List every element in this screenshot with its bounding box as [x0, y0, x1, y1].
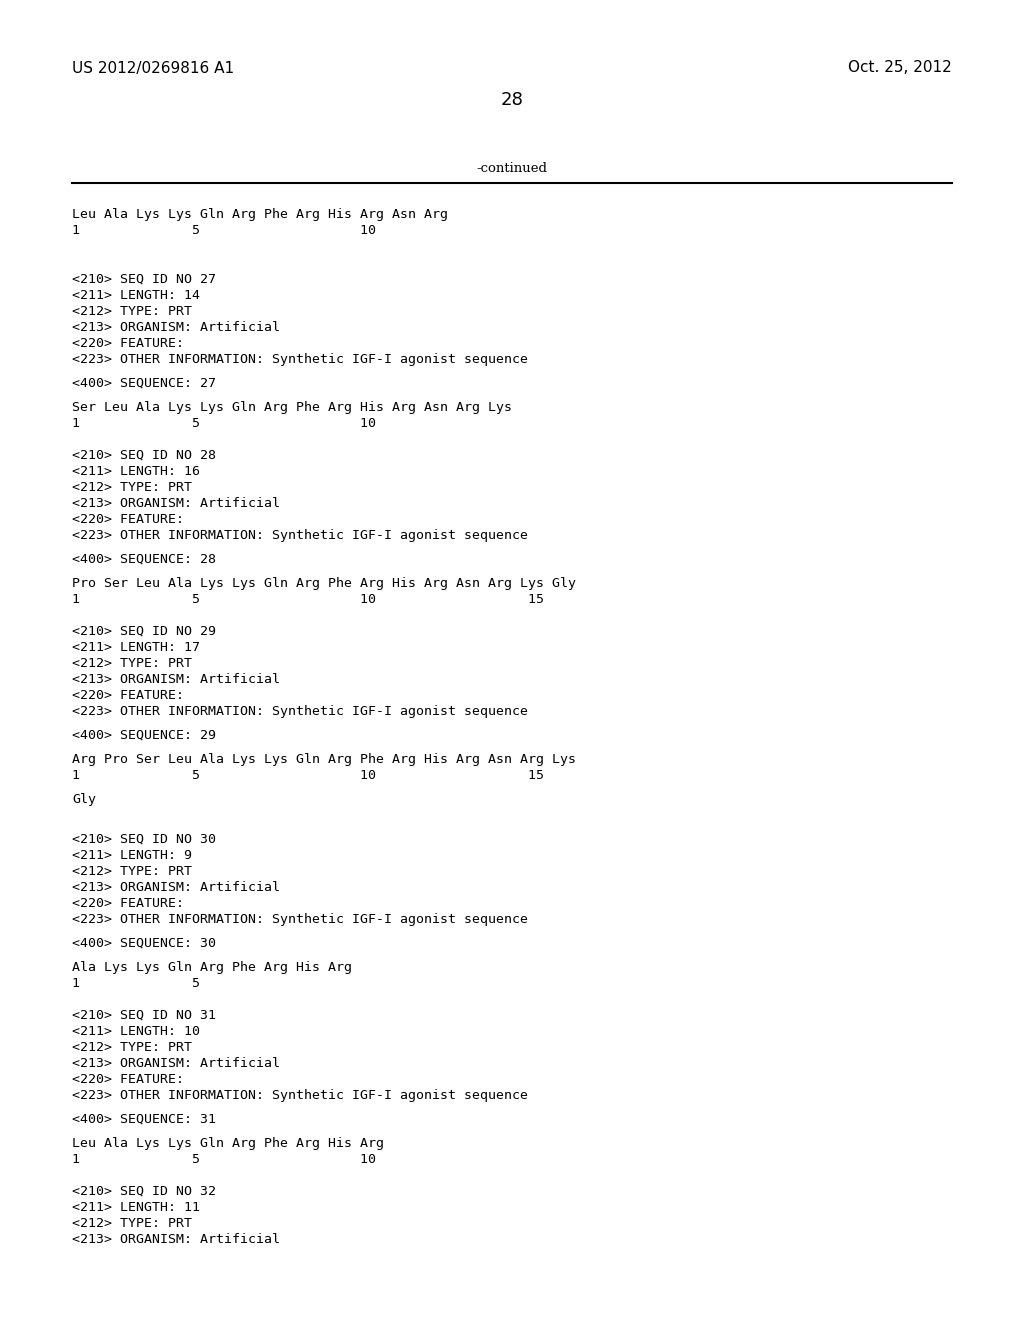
- Text: -continued: -continued: [476, 161, 548, 174]
- Text: <223> OTHER INFORMATION: Synthetic IGF-I agonist sequence: <223> OTHER INFORMATION: Synthetic IGF-I…: [72, 529, 528, 543]
- Text: <213> ORGANISM: Artificial: <213> ORGANISM: Artificial: [72, 321, 280, 334]
- Text: Gly: Gly: [72, 793, 96, 807]
- Text: 1              5                    10: 1 5 10: [72, 224, 376, 238]
- Text: <212> TYPE: PRT: <212> TYPE: PRT: [72, 305, 193, 318]
- Text: <400> SEQUENCE: 28: <400> SEQUENCE: 28: [72, 553, 216, 566]
- Text: Ala Lys Lys Gln Arg Phe Arg His Arg: Ala Lys Lys Gln Arg Phe Arg His Arg: [72, 961, 352, 974]
- Text: <213> ORGANISM: Artificial: <213> ORGANISM: Artificial: [72, 1233, 280, 1246]
- Text: <211> LENGTH: 16: <211> LENGTH: 16: [72, 465, 200, 478]
- Text: <211> LENGTH: 17: <211> LENGTH: 17: [72, 642, 200, 653]
- Text: Pro Ser Leu Ala Lys Lys Gln Arg Phe Arg His Arg Asn Arg Lys Gly: Pro Ser Leu Ala Lys Lys Gln Arg Phe Arg …: [72, 577, 575, 590]
- Text: 28: 28: [501, 91, 523, 110]
- Text: <223> OTHER INFORMATION: Synthetic IGF-I agonist sequence: <223> OTHER INFORMATION: Synthetic IGF-I…: [72, 1089, 528, 1102]
- Text: <210> SEQ ID NO 27: <210> SEQ ID NO 27: [72, 273, 216, 286]
- Text: <211> LENGTH: 10: <211> LENGTH: 10: [72, 1026, 200, 1038]
- Text: <400> SEQUENCE: 31: <400> SEQUENCE: 31: [72, 1113, 216, 1126]
- Text: <212> TYPE: PRT: <212> TYPE: PRT: [72, 865, 193, 878]
- Text: <400> SEQUENCE: 29: <400> SEQUENCE: 29: [72, 729, 216, 742]
- Text: <220> FEATURE:: <220> FEATURE:: [72, 898, 184, 909]
- Text: <212> TYPE: PRT: <212> TYPE: PRT: [72, 657, 193, 671]
- Text: 1              5                    10                   15: 1 5 10 15: [72, 593, 544, 606]
- Text: Oct. 25, 2012: Oct. 25, 2012: [848, 61, 952, 75]
- Text: 1              5                    10: 1 5 10: [72, 417, 376, 430]
- Text: <210> SEQ ID NO 30: <210> SEQ ID NO 30: [72, 833, 216, 846]
- Text: <211> LENGTH: 14: <211> LENGTH: 14: [72, 289, 200, 302]
- Text: Ser Leu Ala Lys Lys Gln Arg Phe Arg His Arg Asn Arg Lys: Ser Leu Ala Lys Lys Gln Arg Phe Arg His …: [72, 401, 512, 414]
- Text: <400> SEQUENCE: 27: <400> SEQUENCE: 27: [72, 378, 216, 389]
- Text: Leu Ala Lys Lys Gln Arg Phe Arg His Arg: Leu Ala Lys Lys Gln Arg Phe Arg His Arg: [72, 1137, 384, 1150]
- Text: <210> SEQ ID NO 32: <210> SEQ ID NO 32: [72, 1185, 216, 1199]
- Text: Leu Ala Lys Lys Gln Arg Phe Arg His Arg Asn Arg: Leu Ala Lys Lys Gln Arg Phe Arg His Arg …: [72, 209, 449, 220]
- Text: US 2012/0269816 A1: US 2012/0269816 A1: [72, 61, 234, 75]
- Text: <220> FEATURE:: <220> FEATURE:: [72, 513, 184, 525]
- Text: <220> FEATURE:: <220> FEATURE:: [72, 337, 184, 350]
- Text: <210> SEQ ID NO 31: <210> SEQ ID NO 31: [72, 1008, 216, 1022]
- Text: 1              5: 1 5: [72, 977, 200, 990]
- Text: <223> OTHER INFORMATION: Synthetic IGF-I agonist sequence: <223> OTHER INFORMATION: Synthetic IGF-I…: [72, 913, 528, 927]
- Text: <400> SEQUENCE: 30: <400> SEQUENCE: 30: [72, 937, 216, 950]
- Text: <220> FEATURE:: <220> FEATURE:: [72, 689, 184, 702]
- Text: Arg Pro Ser Leu Ala Lys Lys Gln Arg Phe Arg His Arg Asn Arg Lys: Arg Pro Ser Leu Ala Lys Lys Gln Arg Phe …: [72, 752, 575, 766]
- Text: <213> ORGANISM: Artificial: <213> ORGANISM: Artificial: [72, 1057, 280, 1071]
- Text: 1              5                    10: 1 5 10: [72, 1152, 376, 1166]
- Text: <210> SEQ ID NO 29: <210> SEQ ID NO 29: [72, 624, 216, 638]
- Text: <212> TYPE: PRT: <212> TYPE: PRT: [72, 480, 193, 494]
- Text: <223> OTHER INFORMATION: Synthetic IGF-I agonist sequence: <223> OTHER INFORMATION: Synthetic IGF-I…: [72, 352, 528, 366]
- Text: <213> ORGANISM: Artificial: <213> ORGANISM: Artificial: [72, 673, 280, 686]
- Text: <212> TYPE: PRT: <212> TYPE: PRT: [72, 1041, 193, 1053]
- Text: <213> ORGANISM: Artificial: <213> ORGANISM: Artificial: [72, 498, 280, 510]
- Text: <220> FEATURE:: <220> FEATURE:: [72, 1073, 184, 1086]
- Text: <213> ORGANISM: Artificial: <213> ORGANISM: Artificial: [72, 880, 280, 894]
- Text: <210> SEQ ID NO 28: <210> SEQ ID NO 28: [72, 449, 216, 462]
- Text: <211> LENGTH: 11: <211> LENGTH: 11: [72, 1201, 200, 1214]
- Text: <212> TYPE: PRT: <212> TYPE: PRT: [72, 1217, 193, 1230]
- Text: 1              5                    10                   15: 1 5 10 15: [72, 770, 544, 781]
- Text: <223> OTHER INFORMATION: Synthetic IGF-I agonist sequence: <223> OTHER INFORMATION: Synthetic IGF-I…: [72, 705, 528, 718]
- Text: <211> LENGTH: 9: <211> LENGTH: 9: [72, 849, 193, 862]
